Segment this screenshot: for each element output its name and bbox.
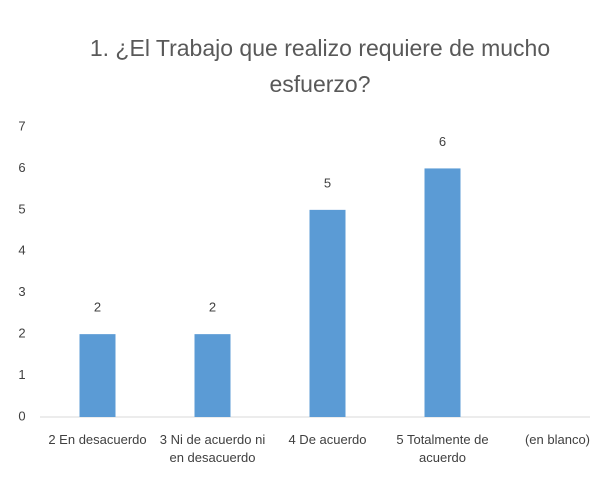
x-tick-label: 3 Ni de acuerdo ni en desacuerdo <box>159 432 266 465</box>
chart-title: 1. ¿El Trabajo que realizo requiere de m… <box>89 35 551 97</box>
x-tick-label: (en blanco) <box>524 432 591 447</box>
data-label: 5 <box>324 175 331 190</box>
y-tick-label: 0 <box>18 408 25 423</box>
x-tick-label: 4 De acuerdo <box>288 432 367 447</box>
y-tick-label: 1 <box>18 367 25 382</box>
bar <box>424 168 461 417</box>
data-label: 2 <box>209 300 216 315</box>
y-tick-label: 6 <box>18 160 25 175</box>
x-tick-label: 5 Totalmente de acuerdo <box>396 432 489 465</box>
data-label: 6 <box>439 134 446 149</box>
bar <box>309 209 346 417</box>
y-tick-label: 5 <box>18 201 25 216</box>
y-tick-label: 3 <box>18 284 25 299</box>
y-tick-label: 2 <box>18 326 25 341</box>
bar <box>79 334 116 417</box>
y-tick-label: 7 <box>18 118 25 133</box>
y-tick-label: 4 <box>18 243 25 258</box>
data-label: 2 <box>94 300 101 315</box>
x-tick-label: 2 En desacuerdo <box>48 432 147 447</box>
bar <box>194 334 231 417</box>
